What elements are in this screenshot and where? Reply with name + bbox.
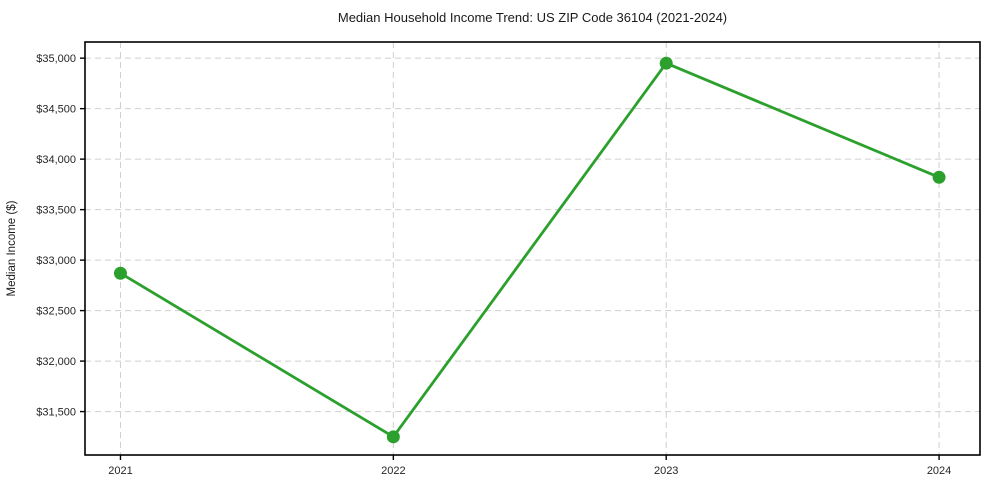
- y-tick-label: $33,500: [36, 204, 76, 216]
- x-tick-label: 2023: [654, 465, 678, 477]
- y-tick-label: $33,000: [36, 255, 76, 267]
- data-point: [386, 430, 400, 444]
- y-tick-label: $35,000: [36, 53, 76, 65]
- y-tick-label: $34,000: [36, 154, 76, 166]
- axis-tick-labels: $31,500 $32,000 $32,500 $33,000 $33,500 $34,0…: [36, 53, 951, 477]
- data-point: [113, 266, 127, 280]
- data-point: [659, 56, 673, 70]
- y-axis-label: Median Income ($): [6, 200, 18, 296]
- axis-ticks: [80, 57, 940, 460]
- chart-title: Median Household Income Trend: US ZIP Co…: [338, 10, 727, 25]
- data-point-markers: [113, 56, 946, 444]
- y-tick-label: $34,500: [36, 103, 76, 115]
- y-tick-label: $32,000: [36, 356, 76, 368]
- income-trend-line: [119, 61, 941, 439]
- series-line: [119, 61, 941, 439]
- y-tick-label: $32,500: [36, 305, 76, 317]
- x-tick-label: 2021: [108, 465, 132, 477]
- y-tick-label: $31,500: [36, 406, 76, 418]
- data-point: [932, 170, 946, 184]
- x-tick-label: 2024: [927, 465, 951, 477]
- x-tick-label: 2022: [381, 465, 405, 477]
- gridlines: [85, 42, 980, 455]
- plot-frame: [84, 41, 981, 456]
